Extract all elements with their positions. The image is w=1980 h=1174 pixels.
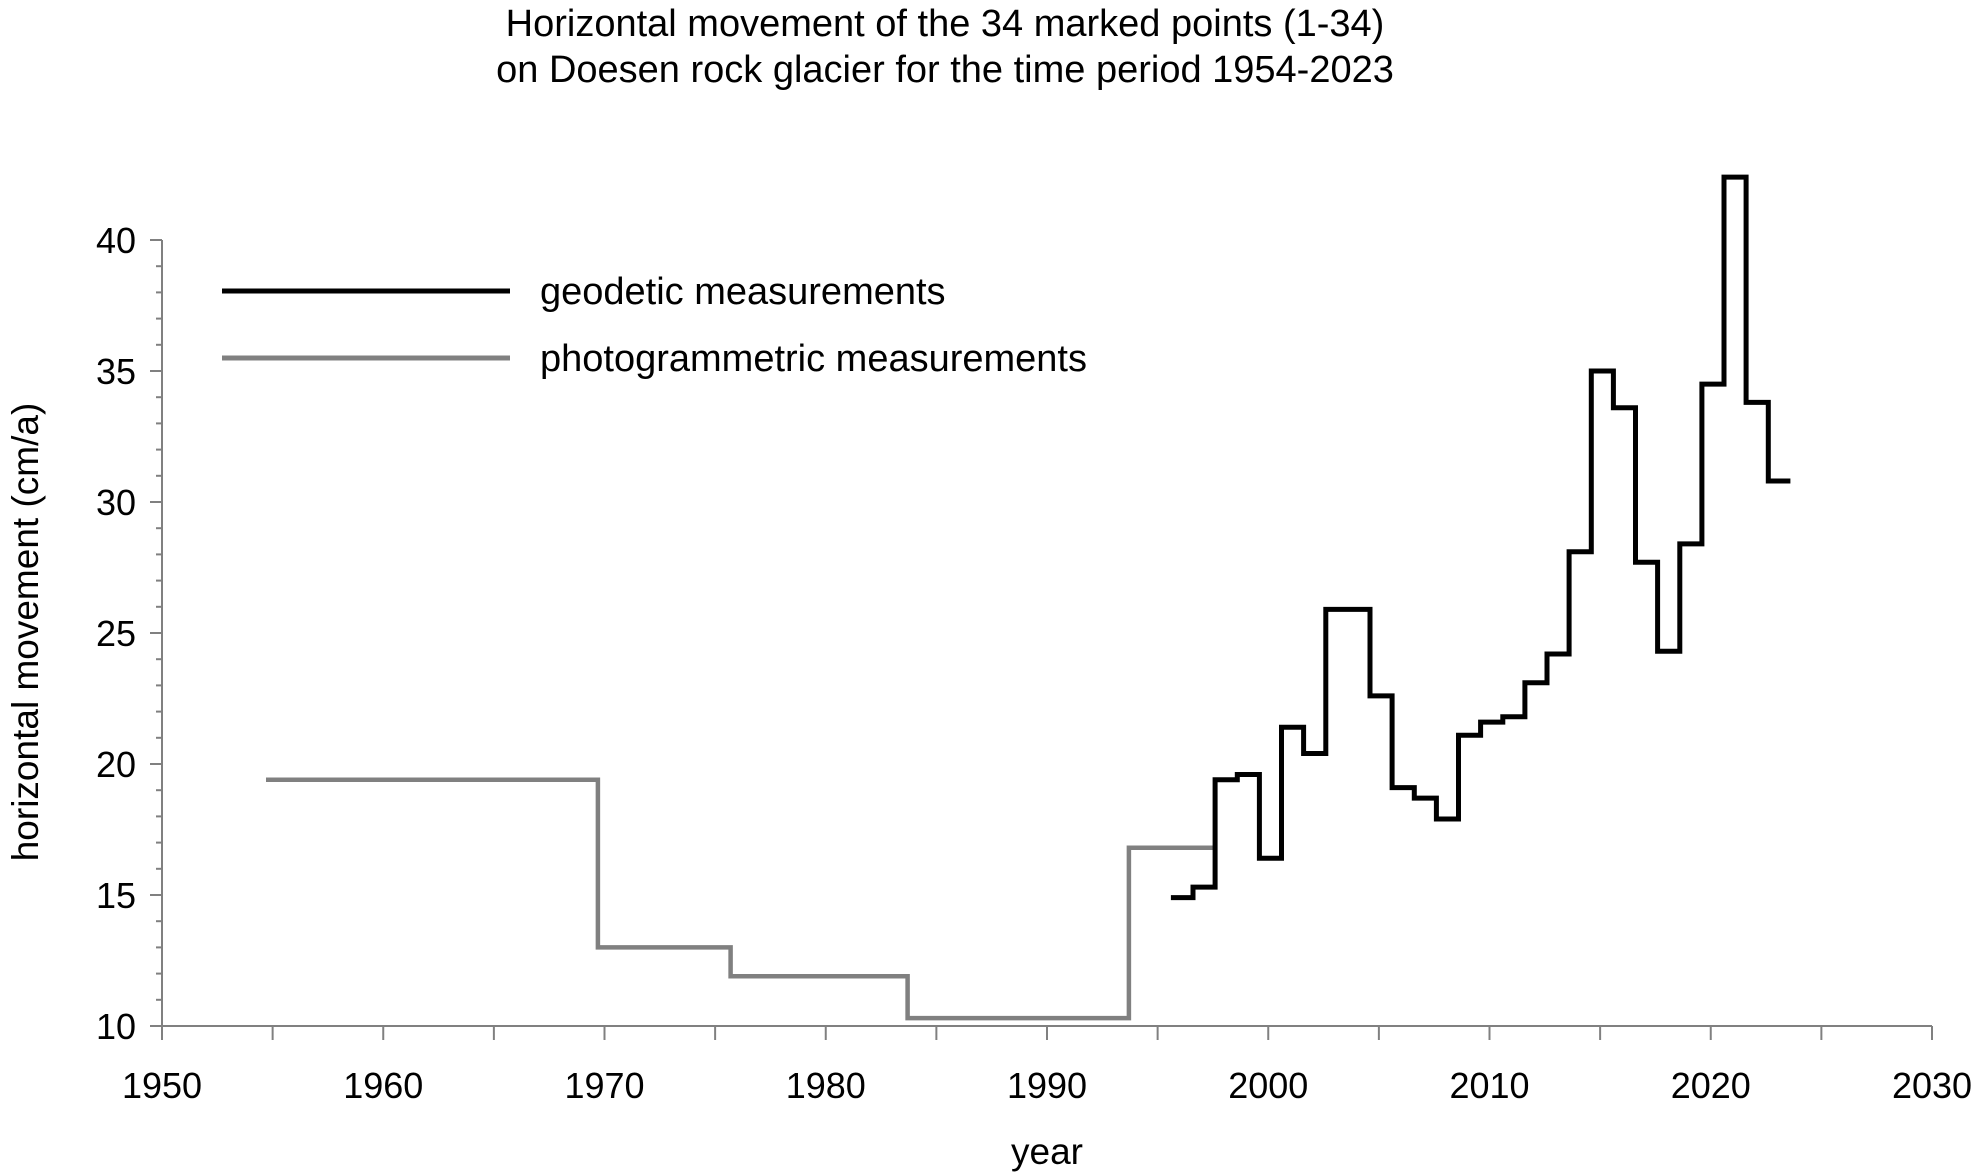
legend-label-geodetic: geodetic measurements — [540, 271, 946, 313]
y-tick-label: 15 — [96, 875, 136, 916]
series-line-photogrammetric — [266, 777, 1218, 1021]
y-tick-label: 25 — [96, 613, 136, 654]
chart-title: Horizontal movement of the 34 marked poi… — [506, 3, 1385, 45]
y-axis-title: horizontal movement (cm/a) — [5, 403, 46, 862]
legend: geodetic measurements photogrammetric me… — [222, 271, 1087, 380]
y-tick-label: 20 — [96, 744, 136, 785]
x-tick-label: 2020 — [1671, 1065, 1751, 1106]
x-axis-title: year — [1011, 1131, 1083, 1172]
x-tick-label: 2000 — [1228, 1065, 1308, 1106]
y-ticks: 10 15 20 25 30 35 40 — [96, 220, 162, 1047]
y-tick-label: 30 — [96, 482, 136, 523]
x-tick-label: 1980 — [786, 1065, 866, 1106]
y-tick-label: 10 — [96, 1006, 136, 1047]
chart-subtitle: on Doesen rock glacier for the time peri… — [496, 49, 1394, 91]
x-tick-label: 1960 — [343, 1065, 423, 1106]
y-tick-label: 35 — [96, 351, 136, 392]
x-tick-label: 2010 — [1449, 1065, 1529, 1106]
x-tick-label: 1950 — [122, 1065, 202, 1106]
x-tick-label: 1970 — [564, 1065, 644, 1106]
series-layer — [266, 174, 1791, 1021]
y-tick-label: 40 — [96, 220, 136, 261]
legend-label-photogrammetric: photogrammetric measurements — [540, 338, 1087, 380]
series-line-geodetic — [1170, 174, 1791, 901]
x-tick-label: 1990 — [1007, 1065, 1087, 1106]
x-tick-label: 2030 — [1892, 1065, 1972, 1106]
x-ticks: 1950 1960 1970 1980 1990 2000 2010 2020 2030 — [122, 1026, 1972, 1106]
